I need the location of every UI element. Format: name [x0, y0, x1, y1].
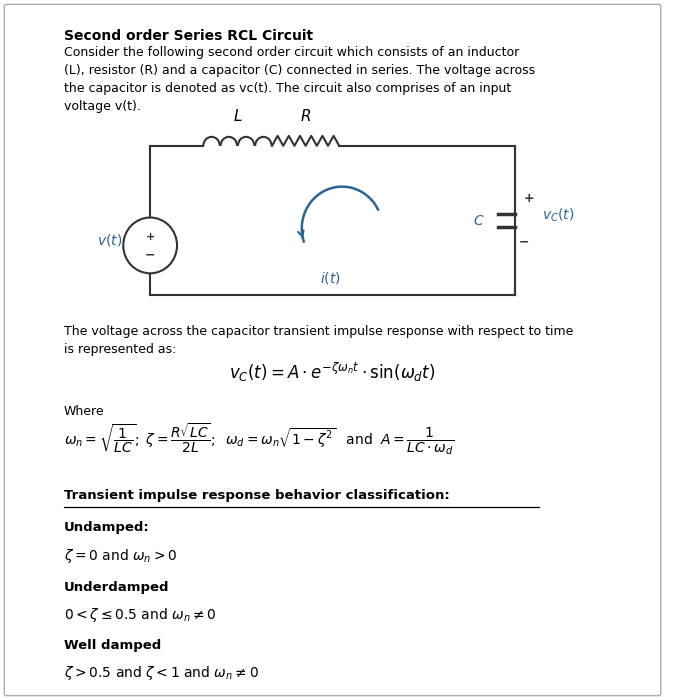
- Text: $i(t)$: $i(t)$: [320, 270, 341, 286]
- Text: Well damped: Well damped: [63, 639, 161, 652]
- Text: −: −: [519, 236, 530, 249]
- Circle shape: [124, 218, 177, 273]
- Text: $\zeta > 0.5$ and $\zeta < 1$ and $\omega_n \neq 0$: $\zeta > 0.5$ and $\zeta < 1$ and $\omeg…: [63, 664, 259, 682]
- FancyBboxPatch shape: [4, 4, 661, 696]
- Text: $\omega_n = \sqrt{\dfrac{1}{LC}}$$;\;\zeta = \dfrac{R\sqrt{LC}}{2L}$$;\;\;\omega: $\omega_n = \sqrt{\dfrac{1}{LC}}$$;\;\ze…: [63, 422, 454, 457]
- Text: The voltage across the capacitor transient impulse response with respect to time: The voltage across the capacitor transie…: [63, 325, 573, 356]
- Text: Second order Series RCL Circuit: Second order Series RCL Circuit: [63, 29, 313, 43]
- Text: +: +: [146, 232, 155, 242]
- Text: +: +: [524, 192, 535, 205]
- Text: $v_C(t) = A \cdot e^{-\zeta\omega_n t} \cdot \sin(\omega_d t)$: $v_C(t) = A \cdot e^{-\zeta\omega_n t} \…: [229, 360, 435, 384]
- Text: Transient impulse response behavior classification:: Transient impulse response behavior clas…: [63, 489, 449, 503]
- Text: −: −: [145, 249, 155, 262]
- Text: Where: Where: [63, 405, 104, 418]
- Text: Underdamped: Underdamped: [63, 581, 169, 594]
- Text: Undamped:: Undamped:: [63, 522, 150, 534]
- Text: Consider the following second order circuit which consists of an inductor
(L), r: Consider the following second order circ…: [63, 46, 535, 113]
- Text: $R$: $R$: [300, 108, 311, 124]
- Text: $L$: $L$: [233, 108, 242, 124]
- Text: $v(t)$: $v(t)$: [97, 232, 122, 248]
- Text: $\zeta = 0$ and $\omega_n > 0$: $\zeta = 0$ and $\omega_n > 0$: [63, 547, 177, 565]
- Text: $v_C(t)$: $v_C(t)$: [542, 206, 574, 224]
- Text: $0 < \zeta \leq 0.5$ and $\omega_n \neq 0$: $0 < \zeta \leq 0.5$ and $\omega_n \neq …: [63, 606, 216, 624]
- Text: $C$: $C$: [473, 214, 484, 228]
